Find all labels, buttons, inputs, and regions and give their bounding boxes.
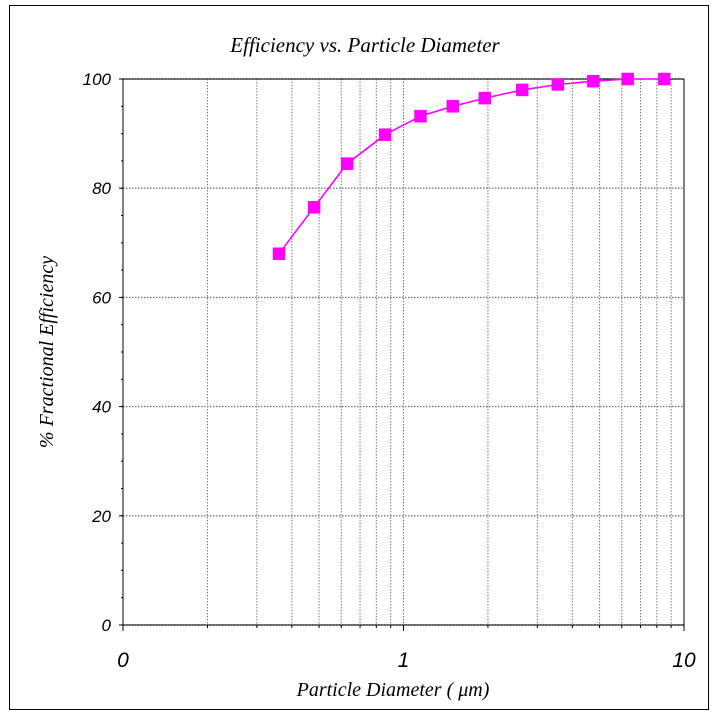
- data-point: [307, 201, 321, 214]
- x-axis-label: Particle Diameter ( μm): [296, 679, 490, 701]
- y-tick-label: 60: [92, 288, 111, 307]
- data-point: [551, 78, 565, 91]
- data-point: [378, 128, 392, 141]
- tick-labels: 0 20 40 60 80 100 0 1 10: [83, 70, 696, 672]
- y-tick-label: 0: [102, 616, 112, 635]
- data-point: [657, 72, 671, 86]
- data-point: [478, 91, 492, 105]
- chart-frame: [9, 5, 709, 710]
- data-point: [515, 83, 529, 97]
- data-point: [446, 100, 460, 113]
- data-point: [414, 109, 427, 123]
- y-tick-label: 80: [92, 179, 111, 198]
- data-point: [272, 247, 286, 260]
- y-tick-label: 40: [92, 398, 111, 417]
- axis-ticks: [119, 78, 685, 631]
- y-tick-label: 100: [83, 70, 112, 89]
- y-tick-label: 20: [91, 507, 111, 526]
- x-tick-label: 10: [672, 649, 696, 672]
- x-tick-label: 1: [398, 649, 410, 672]
- data-point: [621, 72, 634, 86]
- data-point: [587, 74, 600, 88]
- series-lines: [278, 78, 665, 255]
- grid-lines: [122, 78, 685, 626]
- data-point: [340, 157, 354, 170]
- series-line: [278, 78, 665, 255]
- y-axis-label: % Fractional Efficiency: [36, 256, 58, 448]
- data-markers: [272, 72, 671, 260]
- chart-title: Efficiency vs. Particle Diameter: [229, 33, 500, 57]
- x-tick-label: 0: [117, 649, 129, 672]
